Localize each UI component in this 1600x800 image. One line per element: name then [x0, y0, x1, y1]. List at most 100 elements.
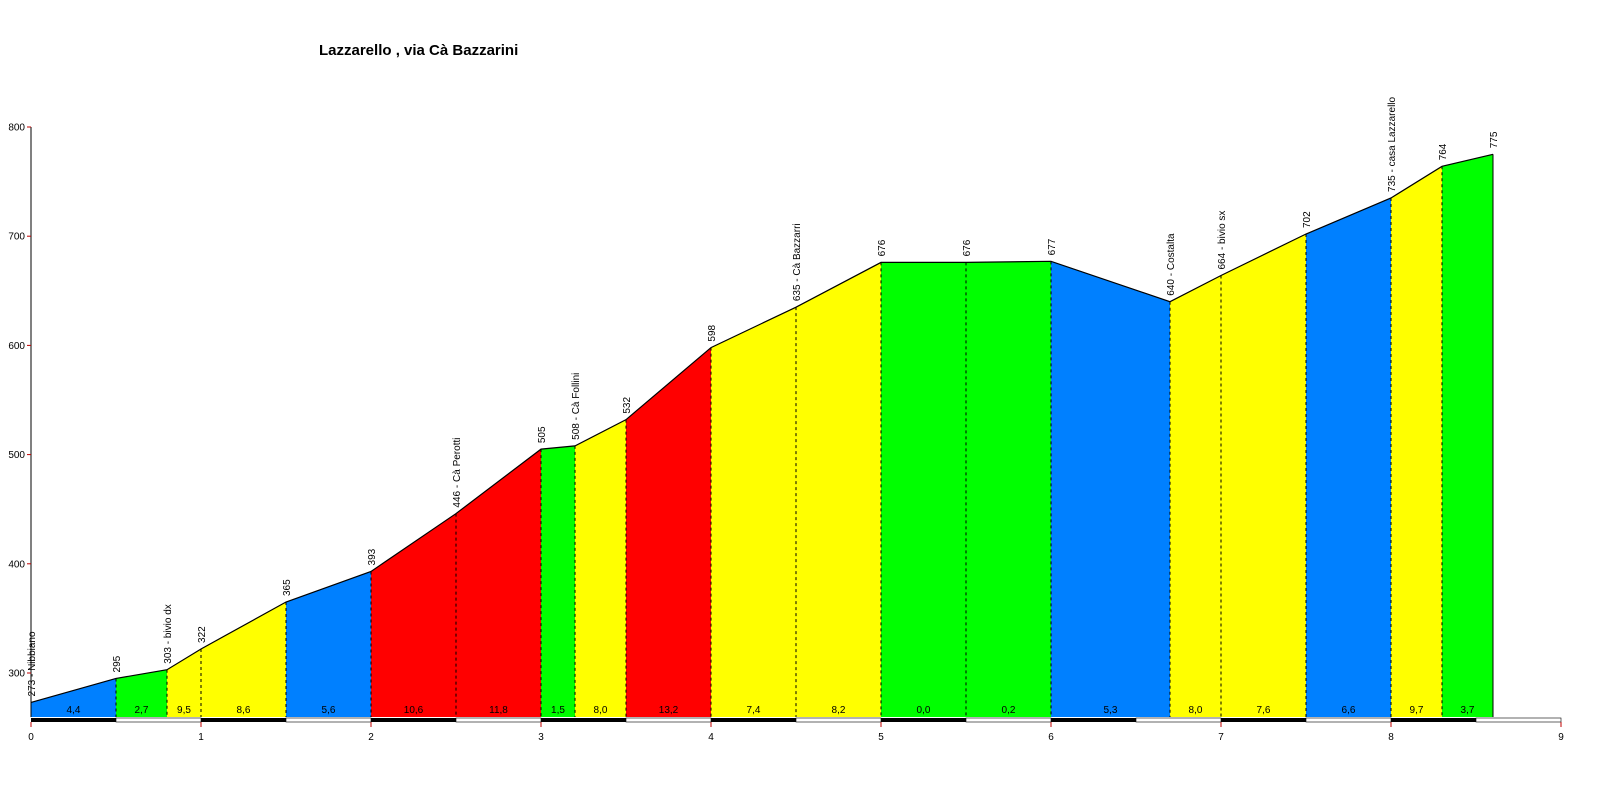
- segment-area: [711, 307, 796, 717]
- point-label: 532: [622, 397, 633, 414]
- gradient-label: 9,7: [1410, 705, 1424, 716]
- x-axis-bar: [1051, 718, 1136, 722]
- point-label: 735 - casa Lazzarello: [1387, 96, 1398, 191]
- point-label: 598: [707, 324, 718, 341]
- x-tick-label: 6: [1048, 732, 1054, 743]
- x-axis-bar: [1305, 717, 1392, 723]
- gradient-label: 8,0: [594, 705, 608, 716]
- x-axis-bar: [1391, 718, 1476, 722]
- x-tick-label: 0: [28, 732, 34, 743]
- x-tick-label: 5: [878, 732, 884, 743]
- point-label: 664 - bivio sx: [1217, 211, 1228, 270]
- segment-area: [575, 419, 626, 717]
- elevation-areas: [31, 154, 1493, 718]
- x-tick-label: 1: [198, 732, 204, 743]
- segment-area: [1170, 275, 1221, 717]
- point-label: 640 - Costalta: [1166, 233, 1177, 296]
- x-axis-bar: [371, 718, 456, 722]
- x-axis-bar: [201, 718, 286, 722]
- segment-area: [167, 648, 201, 717]
- x-axis-bar: [285, 717, 372, 723]
- gradient-label: 9,5: [177, 705, 191, 716]
- segment-area: [116, 669, 167, 717]
- gradient-label: 6,6: [1342, 705, 1356, 716]
- y-tick-label: 300: [8, 669, 25, 680]
- point-label: 295: [112, 655, 123, 672]
- x-tick-label: 9: [1558, 732, 1564, 743]
- x-axis-bar: [115, 717, 202, 723]
- segment-area: [286, 571, 371, 717]
- y-tick-label: 600: [8, 341, 25, 352]
- gradient-label: 4,4: [67, 705, 81, 716]
- y-tick-label: 500: [8, 450, 25, 461]
- x-axis-bar: [541, 718, 626, 722]
- point-label: 322: [197, 626, 208, 643]
- gradient-label: 8,6: [237, 705, 251, 716]
- point-label: 702: [1302, 211, 1313, 228]
- profile-line: [30, 153, 1494, 704]
- gradient-label: 5,3: [1104, 705, 1118, 716]
- x-axis-bar: [965, 717, 1052, 723]
- segment-area: [796, 262, 881, 717]
- point-labels: 273 - Nibbiano 295 303 - bivio dx 322 365 393…: [27, 96, 1500, 696]
- gradient-label: 10,6: [404, 705, 424, 716]
- point-label: 365: [282, 579, 293, 596]
- segment-area: [31, 678, 116, 717]
- x-axis-bar: [795, 717, 882, 723]
- segment-separators: [115, 154, 1494, 717]
- y-tick-label: 700: [8, 232, 25, 243]
- x-axis-bar: [625, 717, 712, 723]
- point-label: 775: [1489, 131, 1500, 148]
- gradient-labels: 4,4 2,7 9,5 8,6 5,6 10,6 11,8 1,5 8,0 13,2 7,4 8,2 0…: [67, 705, 1475, 716]
- gradient-label: 1,5: [551, 705, 565, 716]
- segment-area: [1051, 261, 1170, 717]
- segment-area: [201, 602, 286, 717]
- gradient-label: 0,0: [917, 705, 931, 716]
- gradient-label: 8,0: [1189, 705, 1203, 716]
- x-axis-bar: [1475, 717, 1562, 723]
- gradient-label: 3,7: [1461, 705, 1475, 716]
- x-axis-bar: [711, 718, 796, 722]
- point-label: 446 - Cà Perotti: [452, 438, 463, 508]
- segment-area: [626, 347, 711, 717]
- y-tick-label: 400: [8, 559, 25, 570]
- segment-area: [1306, 197, 1391, 718]
- x-tick-label: 2: [368, 732, 374, 743]
- x-axis-bar: [881, 718, 966, 722]
- gradient-label: 7,6: [1257, 705, 1271, 716]
- point-label: 676: [877, 239, 888, 256]
- point-label: 677: [1047, 238, 1058, 255]
- segment-area: [541, 445, 575, 717]
- segment-area: [966, 261, 1051, 717]
- point-label: 273 - Nibbiano: [27, 631, 38, 696]
- x-axis-bar: [455, 717, 542, 723]
- chart-title: Lazzarello , via Cà Bazzarini: [319, 42, 518, 59]
- y-axis: 300 400 500 600 700 800: [8, 123, 32, 717]
- point-label: 508 - Cà Follini: [571, 373, 582, 440]
- point-label: 635 - Cà Bazzarri: [792, 223, 803, 301]
- gradient-label: 8,2: [832, 705, 846, 716]
- segment-area: [456, 449, 541, 717]
- gradient-label: 0,2: [1002, 705, 1016, 716]
- x-tick-label: 4: [708, 732, 714, 743]
- segment-area: [1221, 234, 1306, 718]
- x-axis-bar: [1221, 718, 1306, 722]
- gradient-label: 13,2: [659, 705, 679, 716]
- profile-line: [30, 153, 1494, 704]
- x-tick-label: 7: [1218, 732, 1224, 743]
- segment-area: [1391, 166, 1442, 717]
- segment-area: [881, 262, 966, 717]
- gradient-label: 5,6: [322, 705, 336, 716]
- x-axis-bar: [31, 718, 116, 722]
- y-tick-label: 800: [8, 123, 25, 134]
- segment-area: [1442, 154, 1493, 718]
- point-label: 676: [962, 239, 973, 256]
- point-label: 505: [537, 426, 548, 443]
- point-label: 303 - bivio dx: [163, 604, 174, 663]
- x-tick-label: 8: [1388, 732, 1394, 743]
- gradient-label: 2,7: [135, 705, 149, 716]
- x-axis: 0 1 2 3 4 5 6 7 8 9: [28, 717, 1564, 743]
- gradient-label: 7,4: [747, 705, 761, 716]
- gradient-label: 11,8: [489, 705, 508, 716]
